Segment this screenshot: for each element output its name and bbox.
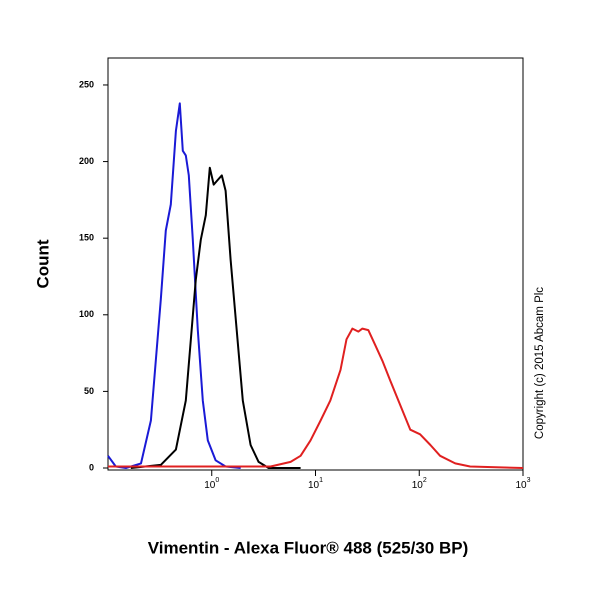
x-tick-label: 102 <box>412 477 427 491</box>
copyright: Copyright (c) 2015 Abcam Plc <box>534 287 546 439</box>
y-tick-label: 200 <box>79 156 94 166</box>
x-tick-base: 10 <box>204 480 216 491</box>
histogram-line <box>130 166 301 469</box>
plot-frame <box>107 57 524 471</box>
x-tick-exponent: 0 <box>215 477 219 484</box>
y-tick-label: 50 <box>84 386 94 396</box>
y-tick-label: 250 <box>79 79 94 89</box>
histogram-line <box>107 102 241 469</box>
x-tick-label: 103 <box>515 477 530 491</box>
y-axis-label: Count <box>33 239 52 288</box>
x-tick-base: 10 <box>412 480 424 491</box>
x-tick-exponent: 2 <box>423 477 427 484</box>
x-tick-label: 100 <box>204 477 219 491</box>
y-tick-label: 150 <box>79 233 94 243</box>
x-tick-label: 101 <box>308 477 323 491</box>
x-axis-label: Vimentin - Alexa Fluor® 488 (525/30 BP) <box>148 538 469 557</box>
x-tick-base: 10 <box>515 480 527 491</box>
x-tick-exponent: 1 <box>319 477 323 484</box>
histogram-line <box>108 327 524 469</box>
y-tick-label: 100 <box>79 309 94 319</box>
x-tick-exponent: 3 <box>527 477 531 484</box>
x-tick-base: 10 <box>308 480 320 491</box>
y-tick-label: 0 <box>89 462 94 472</box>
